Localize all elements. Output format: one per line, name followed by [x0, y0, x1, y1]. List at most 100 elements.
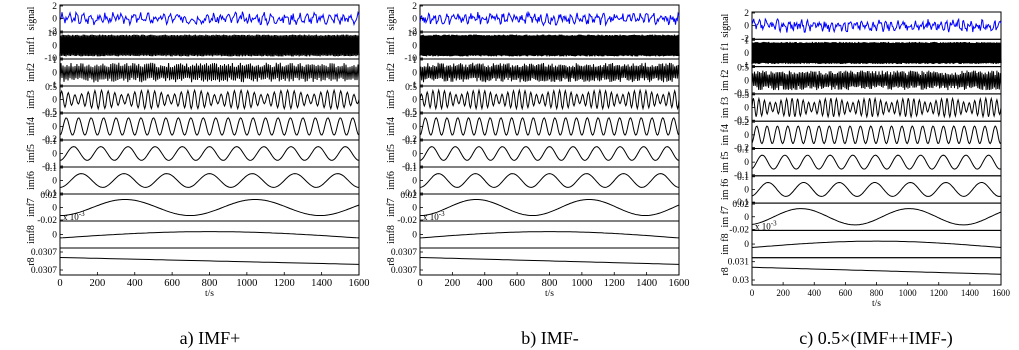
subplot-frame [419, 193, 680, 222]
y-tick-label: 0 [52, 96, 57, 106]
x-tick-label: 1400 [636, 278, 657, 289]
subplot-frame [751, 202, 1002, 231]
row-label-imf4: imf4 [386, 117, 397, 136]
y-tick-label: 2 [412, 2, 417, 12]
y-tick-label: 0 [412, 96, 417, 106]
x-tick-label: 0 [57, 278, 62, 289]
row-label-imf4: imf4 [26, 117, 37, 136]
subplot-frame [59, 193, 360, 222]
subplot-frame [59, 166, 360, 195]
series-line-im-f4 [751, 125, 1002, 145]
series-line-signal [419, 11, 680, 27]
y-tick-label: 2 [744, 9, 749, 19]
series-line-imf8 [59, 231, 360, 239]
row-label-im-f8: im f8 [720, 233, 731, 254]
series-line-r8 [59, 257, 360, 265]
y-tick-label: 0 [744, 158, 749, 168]
y-tick-label: 0.1 [405, 164, 417, 174]
x-tick-label: 600 [164, 278, 180, 289]
x-tick-label: 800 [870, 288, 884, 298]
y-tick-label: 0 [412, 150, 417, 160]
row-label-im-f7: im f7 [720, 206, 731, 227]
x-tick-label: 400 [808, 288, 822, 298]
x-tick-label: 200 [445, 278, 461, 289]
y-tick-label: 0.1 [737, 146, 749, 156]
row-label-imf8: imf8 [26, 225, 37, 244]
y-tick-label: 0.1 [737, 173, 749, 183]
y-tick-label: 0 [744, 185, 749, 195]
panel-a: 20-2signal100-10imf110-1imf20.50-0.5imf3… [26, 2, 370, 349]
y-tick-label: 0.0307 [391, 248, 417, 258]
series-line-imf3 [419, 88, 680, 111]
series-line-imf4 [59, 117, 360, 136]
series-line-imf2 [59, 62, 360, 83]
y-tick-label: 0 [52, 150, 57, 160]
y-tick-label: -0.1 [734, 171, 749, 181]
y-tick-label: -2 [741, 34, 749, 44]
row-label-imf7: imf7 [26, 198, 37, 217]
panel-caption: b) IMF- [521, 328, 579, 349]
x-tick-label: 800 [202, 278, 218, 289]
row-label-r8: r8 [386, 257, 397, 265]
series-line-im-f5 [751, 154, 1002, 170]
y-tick-label: -2 [409, 27, 417, 37]
y-tick-label: 0 [412, 15, 417, 25]
series-line-r8 [419, 257, 680, 265]
y-tick-label: -0.1 [402, 189, 417, 199]
row-label-imf2: imf2 [386, 63, 397, 82]
y-tick-label: -0.5 [402, 108, 417, 118]
axis-multiplier: x 10-3 [63, 210, 85, 222]
row-label-imf6: imf6 [26, 171, 37, 190]
x-tick-label: 1400 [311, 278, 332, 289]
y-tick-label: 1 [52, 56, 57, 66]
x-tick-label: 1000 [236, 278, 257, 289]
panel-caption: c) 0.5×(IMF++IMF-) [799, 328, 952, 349]
series-line-im-f7 [751, 208, 1002, 226]
row-label-imf3: imf3 [386, 90, 397, 109]
x-tick-label: 1200 [604, 278, 625, 289]
series-line-imf1 [59, 34, 360, 57]
subplot-frame [59, 247, 360, 276]
y-tick-label: 0.031 [728, 258, 750, 268]
y-tick-label: 0.0307 [391, 266, 417, 276]
y-tick-label: -10 [404, 54, 417, 64]
row-label-signal: signal [26, 6, 37, 30]
y-tick-label: 0 [412, 231, 417, 241]
x-tick-label: 200 [90, 278, 106, 289]
y-tick-label: 0.03 [732, 276, 749, 286]
subplot-frame [59, 139, 360, 168]
series-line-imf2 [419, 62, 680, 83]
row-label-imf1: imf1 [386, 36, 397, 55]
axis-multiplier: x 10-3 [423, 210, 445, 222]
row-label-imf8: imf8 [386, 225, 397, 244]
series-line-im-f8 [751, 240, 1002, 248]
series-line-im-f1 [751, 41, 1002, 65]
y-tick-label: 0 [744, 131, 749, 141]
row-label-imf6: imf6 [386, 171, 397, 190]
y-tick-label: -0.02 [397, 216, 417, 226]
x-tick-label: 400 [127, 278, 143, 289]
axis-multiplier: x 10-3 [755, 219, 777, 231]
subplot-im-f3: 0.5 0 -0.5im f3 [720, 91, 1002, 126]
y-tick-label: -0.1 [734, 198, 749, 208]
y-tick-label: -0.1 [402, 162, 417, 172]
x-tick-label: 1600 [992, 288, 1011, 298]
x-axis-label: t/s [205, 289, 214, 299]
row-label-r8: r8 [720, 267, 731, 275]
x-tick-label: 1400 [961, 288, 980, 298]
y-tick-label: 1 [412, 56, 417, 66]
x-tick-label: 200 [776, 288, 790, 298]
y-tick-label: 0.5 [737, 64, 749, 74]
y-tick-label: 10 [48, 29, 58, 39]
y-tick-label: 0.2 [45, 110, 57, 120]
x-tick-label: 600 [839, 288, 853, 298]
y-tick-label: 0 [744, 49, 749, 59]
y-tick-label: 0 [744, 104, 749, 114]
row-label-imf1: imf1 [26, 36, 37, 55]
y-tick-label: 2 [52, 2, 57, 12]
panel-b: 20-2signal100-10imf110-1imf20.50-0.5imf3… [386, 2, 690, 349]
y-tick-label: 0 [52, 123, 57, 133]
series-line-imf7 [59, 199, 360, 217]
